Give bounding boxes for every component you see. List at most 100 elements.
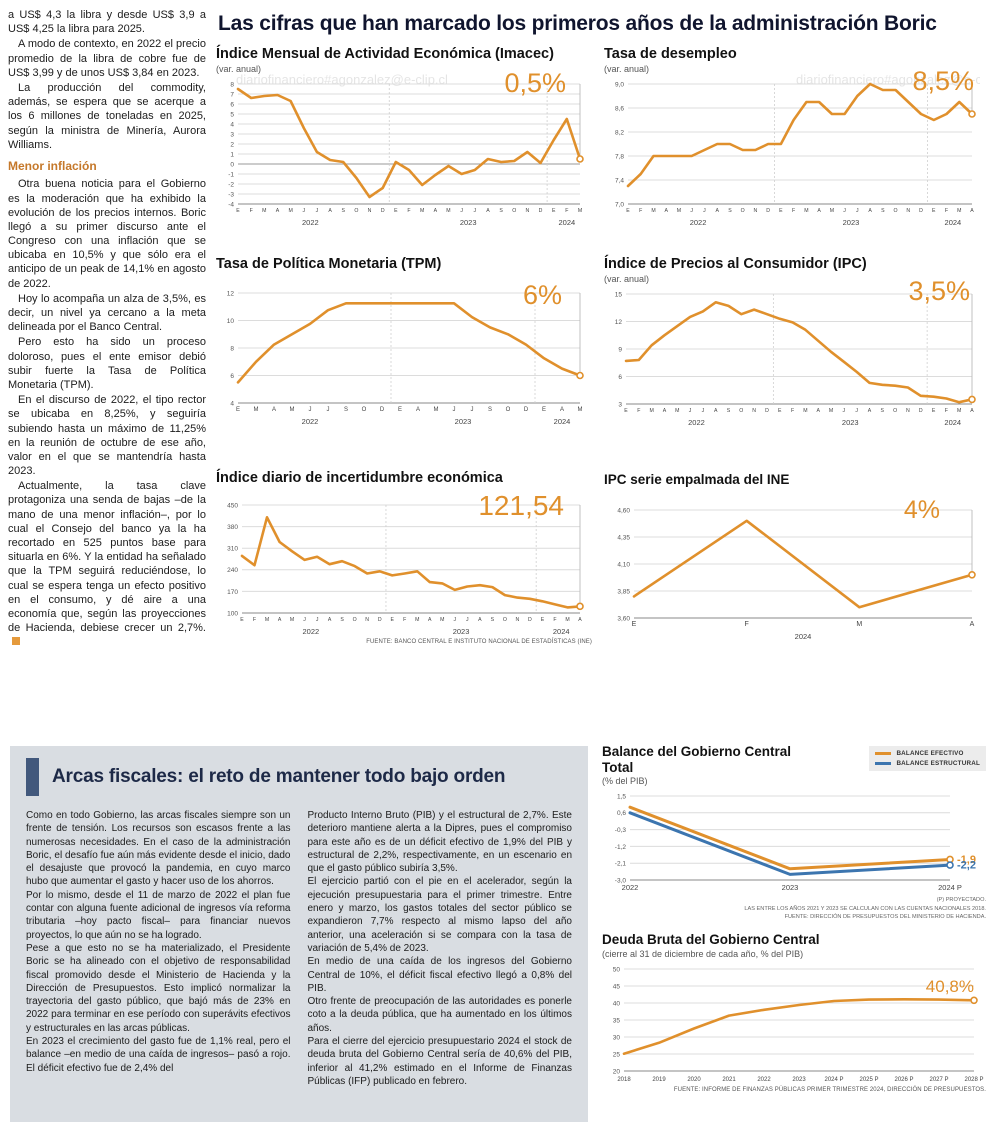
svg-text:2024: 2024 xyxy=(559,218,576,227)
tpm-line-chart: 12 10 8 6 4 2022 2023 2024 E M A M J J S O D E A M J J S O D E A M xyxy=(216,285,592,427)
svg-text:M: M xyxy=(651,208,655,214)
fiscal-columns: Como en todo Gobierno, las arcas fiscale… xyxy=(26,809,572,1088)
svg-text:J: J xyxy=(460,208,463,214)
chart-subtitle: (var. anual) xyxy=(604,63,650,74)
svg-text:N: N xyxy=(365,617,369,623)
svg-text:E: E xyxy=(624,408,628,414)
svg-text:E: E xyxy=(390,617,394,623)
svg-text:2026 P: 2026 P xyxy=(894,1077,913,1083)
svg-text:0: 0 xyxy=(230,161,234,168)
svg-text:1: 1 xyxy=(230,151,234,158)
svg-text:F: F xyxy=(403,617,406,623)
svg-text:M: M xyxy=(578,407,583,413)
svg-text:10: 10 xyxy=(227,318,235,325)
svg-text:-3,0: -3,0 xyxy=(615,877,627,884)
svg-text:S: S xyxy=(881,208,885,214)
svg-text:3: 3 xyxy=(230,131,234,138)
paragraph: Hoy lo acompaña un alza de 3,5%, es deci… xyxy=(8,292,206,334)
svg-text:D: D xyxy=(766,208,770,214)
svg-text:E: E xyxy=(779,208,783,214)
svg-text:A: A xyxy=(578,617,582,623)
chart-block-deuda: Deuda Bruta del Gobierno Central (cierre… xyxy=(602,932,986,1093)
chart-title: Deuda Bruta del Gobierno Central xyxy=(602,932,820,947)
svg-text:J: J xyxy=(689,408,692,414)
chart-title: Balance del Gobierno Central Total xyxy=(602,744,792,775)
svg-text:O: O xyxy=(741,208,745,214)
svg-text:E: E xyxy=(398,407,402,413)
svg-text:M: M xyxy=(578,208,582,214)
svg-text:45: 45 xyxy=(613,983,621,990)
svg-text:A: A xyxy=(428,617,432,623)
svg-text:240: 240 xyxy=(227,567,238,574)
svg-text:M: M xyxy=(649,408,653,414)
svg-text:J: J xyxy=(856,208,859,214)
svg-text:M: M xyxy=(440,617,444,623)
svg-text:D: D xyxy=(378,617,382,623)
svg-text:E: E xyxy=(632,621,637,628)
chart-title: Índice de Precios al Consumidor (IPC) xyxy=(604,256,867,272)
svg-text:J: J xyxy=(473,208,476,214)
svg-text:S: S xyxy=(728,208,732,214)
svg-text:4: 4 xyxy=(230,400,234,407)
balance-notes: (P) PROYECTADO. LAS ENTRE LOS AÑOS 2021 Y… xyxy=(602,896,986,922)
left-paragraphs-top: a US$ 4,3 la libra y desde US$ 3,9 a US$… xyxy=(8,8,206,152)
fiscal-column-2: Producto Interno Bruto (PIB) y el estruc… xyxy=(308,809,573,1088)
chart-block-balance: Balance del Gobierno Central Total BALAN… xyxy=(602,744,986,922)
svg-text:1,5: 1,5 xyxy=(617,793,626,800)
chart-subtitle: (var. anual) xyxy=(216,63,262,74)
svg-text:15: 15 xyxy=(615,291,623,298)
highlight-value: 121,54 xyxy=(478,490,564,521)
svg-text:O: O xyxy=(362,407,367,413)
main-headline: Las cifras que han marcado los primeros … xyxy=(218,12,937,35)
svg-text:D: D xyxy=(528,617,532,623)
chart-subtitle: (% del PIB) xyxy=(602,776,648,787)
imacec-line-chart: 8 7 6 5 4 3 2 1 0 -1 -2 -3 -4 2022 2023 2024 E F M A M J J A S O N… xyxy=(216,76,592,228)
svg-text:O: O xyxy=(512,208,516,214)
ipc-empalmada-line-chart: 4,60 4,35 4,10 3,85 3,60 2024 E F M A xyxy=(604,502,984,642)
svg-text:2023: 2023 xyxy=(453,627,470,636)
svg-text:M: M xyxy=(957,408,961,414)
left-final-paragraph: Actualmente, la tasa clave protagoniza u… xyxy=(8,479,206,649)
svg-text:O: O xyxy=(353,617,357,623)
svg-text:A: A xyxy=(478,617,482,623)
svg-text:D: D xyxy=(539,208,543,214)
svg-text:2023: 2023 xyxy=(843,218,860,227)
svg-text:J: J xyxy=(702,408,705,414)
svg-text:7,0: 7,0 xyxy=(615,201,624,208)
svg-text:D: D xyxy=(919,408,923,414)
svg-text:A: A xyxy=(560,407,564,413)
chart-block-desempleo: Tasa de desempleo (var. anual) 9,0 8,6 8,2… xyxy=(604,46,984,228)
svg-text:2019: 2019 xyxy=(652,1077,666,1083)
svg-text:O: O xyxy=(503,617,507,623)
svg-text:E: E xyxy=(626,208,630,214)
svg-text:J: J xyxy=(302,208,305,214)
paragraph: LAS ENTRE LOS AÑOS 2021 Y 2023 SE CALCUL… xyxy=(744,905,986,912)
svg-text:50: 50 xyxy=(613,966,621,973)
svg-text:F: F xyxy=(565,208,568,214)
svg-text:2022: 2022 xyxy=(622,883,639,892)
svg-text:F: F xyxy=(791,408,794,414)
subhead-menor-inflacion: Menor inflación xyxy=(8,158,97,173)
paragraph: A modo de contexto, en 2022 el precio pr… xyxy=(8,38,206,79)
svg-text:8: 8 xyxy=(230,81,234,88)
svg-text:J: J xyxy=(309,407,312,413)
paragraph: FUENTE: DIRECCIÓN DE PRESUPUESTOS DEL MI… xyxy=(784,914,986,921)
svg-text:7,4: 7,4 xyxy=(615,177,624,184)
svg-text:A: A xyxy=(664,208,668,214)
fiscal-header: Arcas fiscales: el reto de mantener todo… xyxy=(26,758,572,796)
svg-text:7: 7 xyxy=(230,91,234,98)
svg-text:9,0: 9,0 xyxy=(615,81,624,88)
svg-text:0,6: 0,6 xyxy=(617,810,626,817)
svg-text:2023: 2023 xyxy=(842,418,859,427)
svg-text:A: A xyxy=(816,408,820,414)
svg-text:M: M xyxy=(262,208,266,214)
svg-text:E: E xyxy=(236,208,240,214)
paragraph: a US$ 4,3 la libra y desde US$ 3,9 a US$… xyxy=(8,9,206,36)
svg-text:A: A xyxy=(278,617,282,623)
svg-text:E: E xyxy=(541,617,545,623)
svg-text:2: 2 xyxy=(230,141,234,148)
svg-text:25: 25 xyxy=(613,1051,621,1058)
svg-text:S: S xyxy=(340,617,344,623)
svg-text:2022: 2022 xyxy=(302,218,319,227)
svg-text:J: J xyxy=(690,208,693,214)
